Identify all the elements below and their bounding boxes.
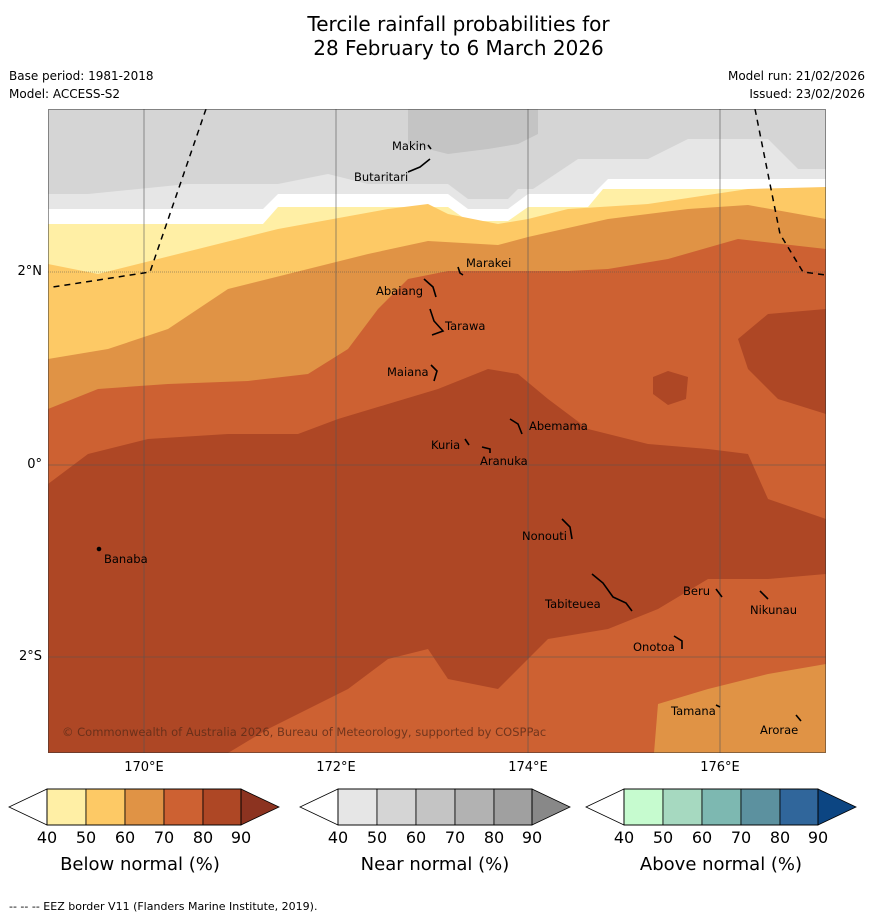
map-frame — [48, 109, 826, 753]
gridlines — [48, 109, 826, 753]
lon-label-174e: 174°E — [508, 760, 548, 775]
near-tick-60: 60 — [405, 828, 427, 847]
colorbar-below — [8, 788, 280, 826]
below-swatch-80 — [202, 788, 242, 826]
label-aranuka: Aranuka — [480, 454, 528, 468]
above-tick-60: 60 — [691, 828, 713, 847]
near-swatch-50 — [376, 788, 417, 826]
lon-label-172e: 172°E — [316, 760, 356, 775]
above-swatch-80 — [779, 788, 819, 826]
above-swatch-40 — [623, 788, 664, 826]
below-tick-60: 60 — [114, 828, 136, 847]
label-abemama: Abemama — [529, 419, 588, 433]
label-tamana: Tamana — [670, 704, 716, 718]
above-tick-90: 90 — [807, 828, 829, 847]
title-line-1: Tercile rainfall probabilities for — [307, 12, 610, 36]
near-tick-40: 40 — [327, 828, 349, 847]
near-tick-80: 80 — [483, 828, 505, 847]
label-tarawa: Tarawa — [444, 319, 485, 333]
below-swatch-60 — [124, 788, 165, 826]
near-normal-50-region — [48, 109, 826, 199]
copyright-text: © Commonwealth of Australia 2026, Bureau… — [62, 725, 546, 739]
below-swatch-40 — [46, 788, 87, 826]
lon-label-170e: 170°E — [124, 760, 164, 775]
label-abaiang: Abaiang — [376, 284, 423, 298]
lat-label-2n: 2°N — [17, 264, 43, 279]
near-tick-90: 90 — [521, 828, 543, 847]
above-extend-high — [817, 788, 857, 826]
label-nikunau: Nikunau — [750, 603, 797, 617]
below-tick-80: 80 — [192, 828, 214, 847]
below-extend-high — [240, 788, 280, 826]
above-swatch-60 — [701, 788, 742, 826]
lat-label-0: 0° — [27, 457, 42, 472]
base-period: Base period: 1981-2018 — [9, 69, 154, 83]
label-tabiteuea: Tabiteuea — [544, 597, 601, 611]
title-line-2: 28 February to 6 March 2026 — [313, 36, 604, 60]
label-makin: Makin — [392, 139, 426, 153]
eez-footnote: -- -- -- EEZ border V11 (Flanders Marine… — [9, 900, 318, 913]
near-swatch-80 — [493, 788, 533, 826]
below-60-southeast-region — [654, 664, 826, 753]
label-beru: Beru — [683, 584, 710, 598]
label-onotoa: Onotoa — [633, 640, 675, 654]
label-butaritari: Butaritari — [354, 170, 408, 184]
below-tick-40: 40 — [36, 828, 58, 847]
near-swatch-70 — [454, 788, 495, 826]
below-80-small-region — [653, 371, 688, 405]
lon-label-176e: 176°E — [700, 760, 740, 775]
above-extend-low — [585, 788, 625, 826]
below-80-east-region — [738, 309, 826, 414]
near-swatch-40 — [337, 788, 378, 826]
below-tick-50: 50 — [75, 828, 97, 847]
above-swatch-50 — [662, 788, 703, 826]
probability-map: Makin Butaritari Marakei Abaiang Tarawa … — [48, 109, 826, 753]
lat-label-2s: 2°S — [18, 649, 42, 664]
label-nonouti: Nonouti — [522, 529, 567, 543]
label-arorae: Arorae — [760, 723, 798, 737]
colorbar-near — [299, 788, 571, 826]
above-tick-40: 40 — [613, 828, 635, 847]
above-tick-50: 50 — [652, 828, 674, 847]
near-swatch-60 — [415, 788, 456, 826]
label-maiana: Maiana — [387, 365, 429, 379]
below-extend-low — [8, 788, 48, 826]
chart-title: Tercile rainfall probabilities for 28 Fe… — [0, 12, 873, 60]
model-run: Model run: 21/02/2026 — [727, 69, 865, 83]
issued-date: Issued: 23/02/2026 — [749, 87, 865, 101]
above-tick-80: 80 — [769, 828, 791, 847]
near-tick-50: 50 — [366, 828, 388, 847]
near-title: Near normal (%) — [360, 854, 510, 875]
below-tick-90: 90 — [230, 828, 252, 847]
below-tick-70: 70 — [153, 828, 175, 847]
above-tick-70: 70 — [730, 828, 752, 847]
meta-right: Model run: 21/02/2026 Issued: 23/02/2026 — [728, 67, 865, 103]
above-swatch-70 — [740, 788, 781, 826]
label-kuria: Kuria — [431, 438, 460, 452]
below-swatch-70 — [163, 788, 204, 826]
eez-border — [52, 109, 826, 288]
near-extend-low — [299, 788, 339, 826]
near-normal-60-region — [408, 109, 538, 154]
above-title: Above normal (%) — [639, 854, 803, 875]
below-title: Below normal (%) — [60, 854, 220, 875]
near-tick-70: 70 — [444, 828, 466, 847]
label-marakei: Marakei — [466, 256, 511, 270]
near-extend-high — [531, 788, 571, 826]
island-shapes — [96, 144, 802, 722]
colorbar-above — [585, 788, 857, 826]
meta-left: Base period: 1981-2018 Model: ACCESS-S2 — [9, 67, 154, 103]
model-name: Model: ACCESS-S2 — [9, 87, 121, 101]
below-swatch-50 — [85, 788, 126, 826]
label-banaba: Banaba — [104, 552, 148, 566]
